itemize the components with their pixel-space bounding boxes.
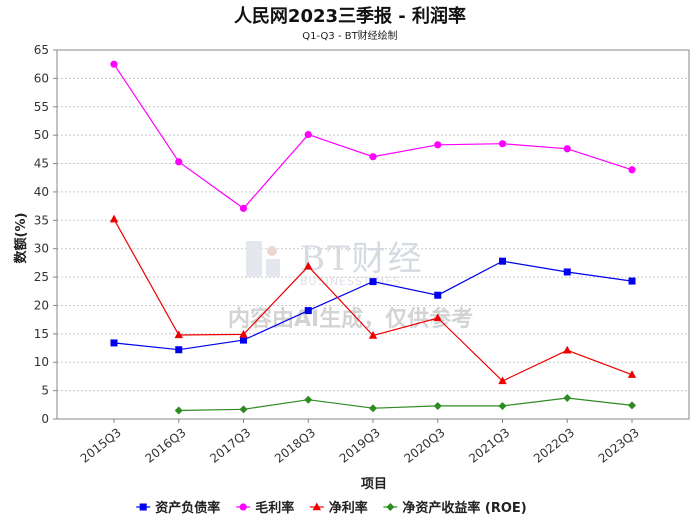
data-point xyxy=(498,140,507,148)
y-tick-label: 10 xyxy=(34,355,49,369)
data-point xyxy=(433,401,442,410)
series-2 xyxy=(110,60,636,212)
data-point xyxy=(304,395,313,404)
data-point xyxy=(304,307,312,315)
legend-item: 资产负债率 xyxy=(136,500,220,516)
x-tick-label: 2022Q3 xyxy=(531,425,577,465)
y-tick-label: 40 xyxy=(34,185,49,199)
chart-title: 人民网2023三季报 - 利润率 xyxy=(233,6,467,27)
legend: 资产负债率 毛利率 净利率 净资产收益率 (ROE) xyxy=(136,500,527,516)
data-point xyxy=(175,158,183,166)
y-tick-label: 55 xyxy=(34,100,49,114)
data-point xyxy=(239,204,248,212)
data-point xyxy=(434,291,442,299)
watermark-brand: BT财经 xyxy=(300,239,424,279)
legend-label: 资产负债率 xyxy=(155,500,220,516)
y-tick-label: 25 xyxy=(34,270,49,284)
data-point xyxy=(499,257,506,265)
data-point xyxy=(240,336,247,344)
legend-marker xyxy=(386,503,395,511)
y-tick-label: 20 xyxy=(34,298,49,312)
data-point xyxy=(563,393,572,402)
series-4 xyxy=(174,393,636,415)
y-tick-label: 5 xyxy=(41,384,49,398)
data-point xyxy=(498,376,507,385)
data-point xyxy=(563,268,571,276)
data-point xyxy=(433,313,442,322)
data-point xyxy=(304,130,312,139)
x-tick-label: 2019Q3 xyxy=(337,425,383,465)
x-tick-label: 2018Q3 xyxy=(272,425,318,465)
x-tick-label: 2015Q3 xyxy=(78,425,124,465)
x-tick-label: 2020Q3 xyxy=(401,425,447,465)
legend-item: 净资产收益率 (ROE) xyxy=(383,500,527,516)
watermark-logo-bar-icon xyxy=(246,241,262,277)
y-tick-label: 35 xyxy=(34,213,49,227)
y-tick-label: 15 xyxy=(34,327,49,341)
data-point xyxy=(563,345,572,354)
y-tick-label: 0 xyxy=(41,412,49,426)
legend-label: 净利率 xyxy=(329,500,368,516)
watermark-brand-sub: BUSINESSTIMES xyxy=(300,275,401,288)
data-point xyxy=(175,346,183,354)
data-point xyxy=(627,370,637,378)
series-line xyxy=(178,397,633,412)
data-point xyxy=(628,166,636,174)
data-point xyxy=(304,261,313,270)
x-tick-label: 2016Q3 xyxy=(142,425,188,465)
legend-marker xyxy=(139,503,147,511)
y-tick-label: 60 xyxy=(34,71,49,85)
y-tick-label: 45 xyxy=(34,157,49,171)
data-point xyxy=(563,145,571,153)
data-point xyxy=(110,60,118,68)
data-point xyxy=(174,330,183,339)
legend-label: 毛利率 xyxy=(255,500,294,516)
series-layer xyxy=(109,60,637,415)
watermark-logo-block-icon xyxy=(266,259,280,277)
y-axis-title: 数额(%) xyxy=(13,213,29,264)
data-point xyxy=(369,404,377,413)
data-point xyxy=(498,401,507,410)
data-point xyxy=(369,153,377,161)
x-axis-title: 项目 xyxy=(361,477,387,492)
data-point xyxy=(369,278,377,286)
x-tick-label: 2017Q3 xyxy=(207,425,253,465)
data-point xyxy=(239,329,248,338)
data-point xyxy=(434,141,442,149)
watermark-logo-dot-icon xyxy=(267,246,277,256)
chart-subtitle: Q1-Q3 - BT财经绘制 xyxy=(302,31,398,42)
y-tick-label: 65 xyxy=(34,43,49,57)
legend-marker xyxy=(239,503,247,511)
plot-background xyxy=(57,50,689,419)
legend-marker xyxy=(312,502,321,511)
data-point xyxy=(174,406,183,415)
x-tick-label: 2023Q3 xyxy=(596,425,642,465)
data-point xyxy=(110,339,118,347)
data-point xyxy=(239,405,248,414)
data-point xyxy=(628,277,636,285)
legend-item: 净利率 xyxy=(309,500,368,516)
data-point xyxy=(628,401,636,410)
y-tick-label: 50 xyxy=(34,128,49,142)
series-1 xyxy=(110,257,636,354)
grid-layer xyxy=(57,49,689,419)
x-tick-label: 2021Q3 xyxy=(466,425,512,465)
series-3 xyxy=(109,214,637,385)
y-tick-label: 30 xyxy=(34,242,49,256)
data-point xyxy=(368,331,378,339)
legend-item: 毛利率 xyxy=(236,500,294,516)
data-point xyxy=(109,214,119,223)
legend-label: 净资产收益率 (ROE) xyxy=(402,500,526,516)
